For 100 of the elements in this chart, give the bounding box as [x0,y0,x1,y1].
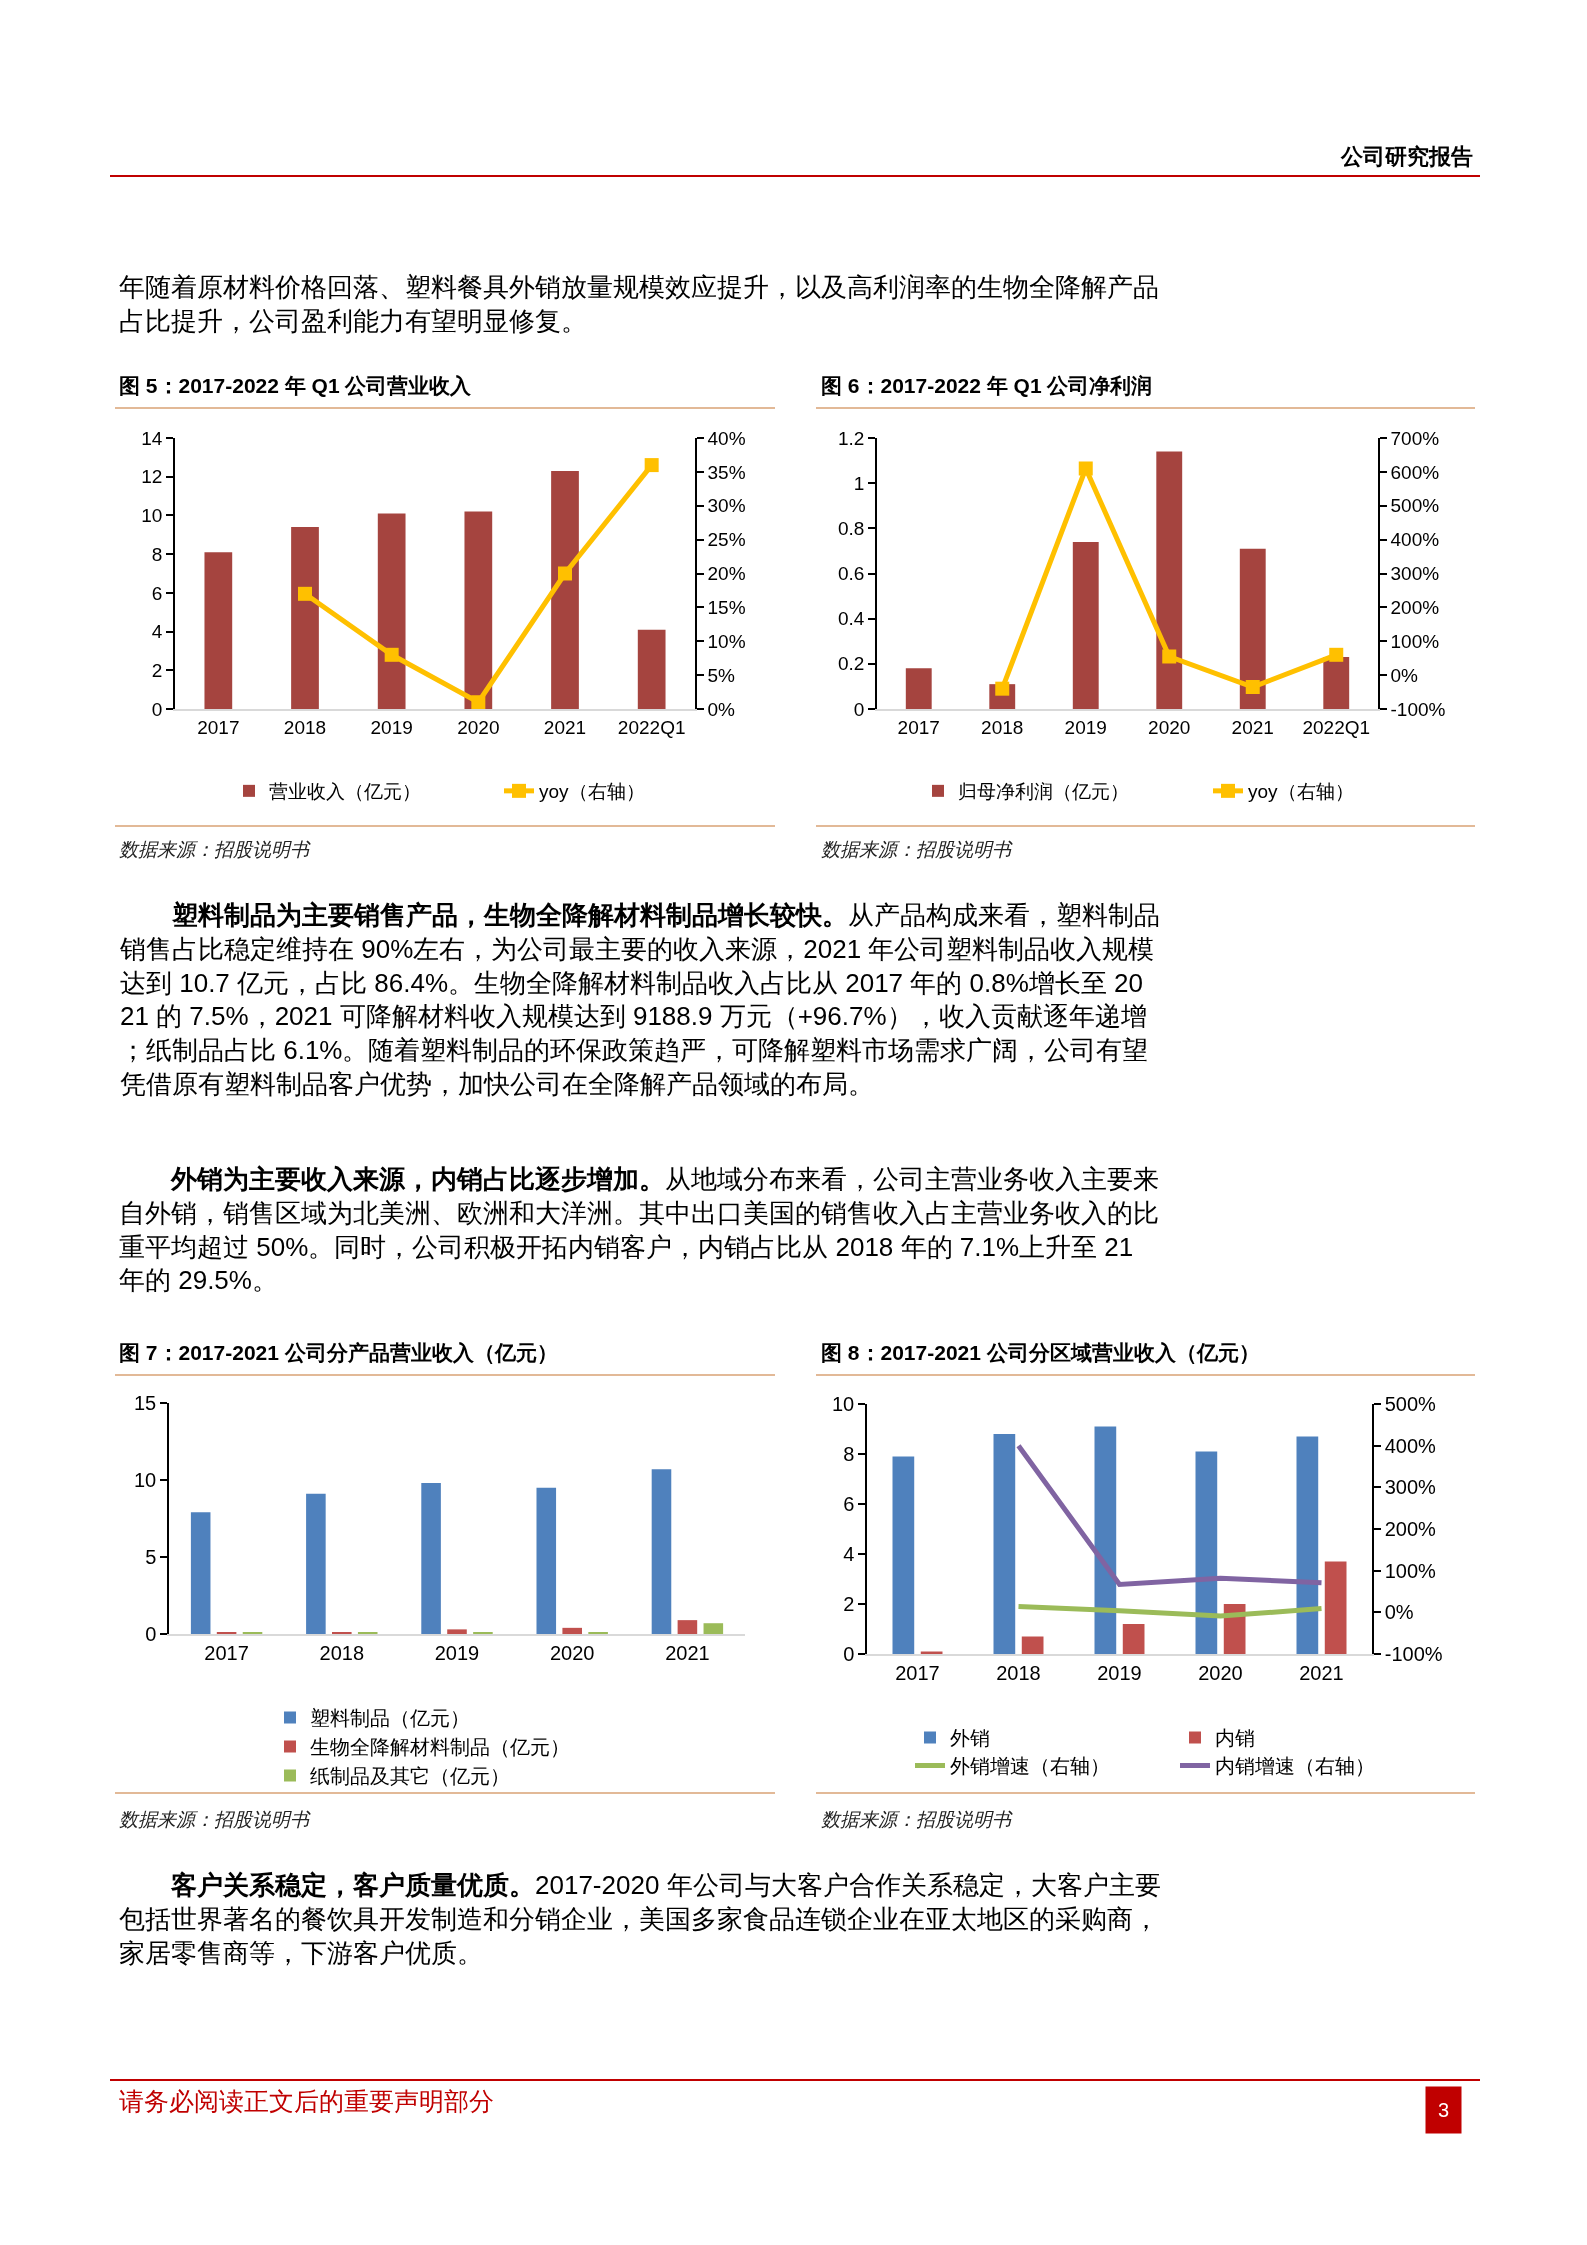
y2-tick-label: 400% [1390,529,1440,551]
y-tick-label: 5 [145,1546,157,1568]
x-tick-label: 2019 [434,1642,480,1664]
bar [892,1456,915,1654]
bar [190,1512,211,1634]
legend-label: yoy（右轴） [539,781,645,803]
bar [1156,451,1183,709]
text: 客户关系稳定，客户质量优质。2017-2020 年公司与大客户合作关系稳定，大客户主要包括世界著名的餐饮具开发制造和分销企业，美国多家食品连锁企业在亚太地区的采购商，家居零售商等，下游客户优质。 [119,1870,1161,1968]
y2-tick-label: 700% [1390,427,1440,449]
y-tick-label: 0.8 [838,517,865,539]
source-note: 数据来源：招股说明书 [821,1809,1013,1830]
x-tick-label: 2020 [1198,1662,1243,1684]
y-tick-label: 8 [151,543,163,565]
y2-tick-label: 0% [707,698,736,720]
y-tick-label: 0 [843,1643,855,1665]
y2-tick-label: 40% [707,427,746,449]
bar [703,1623,724,1634]
point [644,458,659,473]
y-tick-label: 2 [843,1593,855,1615]
x-tick-label: 2021 [665,1642,710,1664]
source-note: 数据来源：招股说明书 [119,839,311,860]
y2-tick-label: -100% [1384,1643,1443,1665]
x-tick-label: 2020 [457,716,500,738]
bar [551,470,579,709]
legend-label: 营业收入（亿元） [269,781,421,803]
y2-tick-label: 30% [707,495,746,517]
bar [421,1483,441,1634]
bar [1195,1451,1218,1654]
y-tick-label: 8 [843,1443,855,1465]
y2-tick-label: 300% [1384,1476,1437,1499]
text: 年随着原材料价格回落、塑料餐具外销放量规模效应提升，以及高利润率的生物全降解产品占比提升，公司盈利能力有望明显修复。 [119,272,1159,336]
y2-tick-label: 300% [1390,563,1440,585]
text: 请务必阅读正文后的重要声明部分 [119,2087,494,2115]
x-tick-label: 2021 [1231,716,1274,738]
y-tick-label: 0.6 [838,563,865,585]
x-tick-label: 2020 [1148,716,1191,738]
bar [447,1629,467,1634]
y2-tick-label: 500% [1390,495,1440,517]
bar [1239,548,1266,709]
x-tick-label: 2019 [1097,1662,1142,1684]
y-tick-label: 0 [853,698,865,720]
bar [1122,1624,1145,1654]
legend-label: 归母净利润（亿元） [958,781,1129,803]
bar [1072,541,1099,709]
y2-tick-label: 5% [707,664,736,686]
y-tick-label: 6 [151,582,163,604]
x-tick-label: 2017 [895,1662,940,1684]
point [1245,679,1260,694]
y2-tick-label: -100% [1390,698,1446,720]
x-tick-label: 2020 [549,1642,595,1664]
legend-label: 生物全降解材料制品（亿元） [310,1736,570,1759]
x-tick-label: 2017 [204,1642,249,1664]
point [1162,649,1177,664]
legend-label: yoy（右轴） [1248,781,1354,803]
y2-tick-label: 200% [1390,597,1440,619]
bar [677,1620,698,1634]
y2-tick-label: 20% [707,563,746,585]
bar [905,668,932,709]
chart-title: 图 6：2017-2022 年 Q1 公司净利润 [821,374,1153,397]
source-note: 数据来源：招股说明书 [821,839,1013,860]
y2-tick-label: 100% [1384,1559,1437,1582]
point [384,647,399,662]
y-tick-label: 2 [151,659,163,681]
y-tick-label: 6 [843,1493,855,1515]
bar [1223,1604,1246,1654]
bar [306,1493,326,1634]
point [995,681,1010,696]
text: 公司研究报告 [1340,144,1473,169]
bar [1094,1426,1117,1654]
y2-tick-label: 0% [1384,1601,1414,1624]
y-tick-label: 1 [853,472,865,494]
y-tick-label: 1.2 [838,427,865,449]
chart-title: 图 7：2017-2021 公司分产品营业收入（亿元） [119,1341,558,1364]
bar [536,1487,557,1634]
y2-tick-label: 200% [1384,1518,1437,1540]
chart-title: 图 8：2017-2021 公司分区域营业收入（亿元） [821,1341,1260,1364]
x-tick-label: 2018 [319,1642,365,1664]
point [298,586,312,601]
y-tick-label: 0.4 [838,608,865,630]
bar [1296,1436,1319,1654]
y-tick-label: 4 [843,1543,855,1565]
y-tick-label: 14 [141,427,163,449]
y-tick-label: 0.2 [838,653,865,675]
y-tick-label: 10 [832,1393,855,1415]
point [1078,461,1093,476]
y-tick-label: 10 [134,1469,157,1491]
x-tick-label: 2018 [981,716,1024,738]
chart-title: 图 5：2017-2022 年 Q1 公司营业收入 [119,374,473,397]
y2-tick-label: 0% [1390,664,1419,686]
bar [651,1469,672,1634]
bar [993,1434,1016,1654]
y2-tick-label: 600% [1390,461,1440,483]
bar [637,629,666,709]
legend-label: 内销增速（右轴） [1215,1755,1375,1778]
x-tick-label: 2021 [543,716,587,738]
text: 外销为主要收入来源，内销占比逐步增加。从地域分布来看，公司主营业务收入主要来自外销，销售区域为北美洲、欧洲和大洋洲。其中出口美国的销售收入占主营业务收入的比重平均超过 50%。同时，公司积极开拓内销客户，内销占比从 2018 年的 7.1%上升至 21 年的 29.5%。 [119,1164,1159,1296]
x-tick-label: 2018 [996,1662,1041,1684]
source-note: 数据来源：招股说明书 [119,1809,311,1830]
y2-tick-label: 25% [707,529,746,551]
y2-tick-label: 100% [1390,630,1440,652]
